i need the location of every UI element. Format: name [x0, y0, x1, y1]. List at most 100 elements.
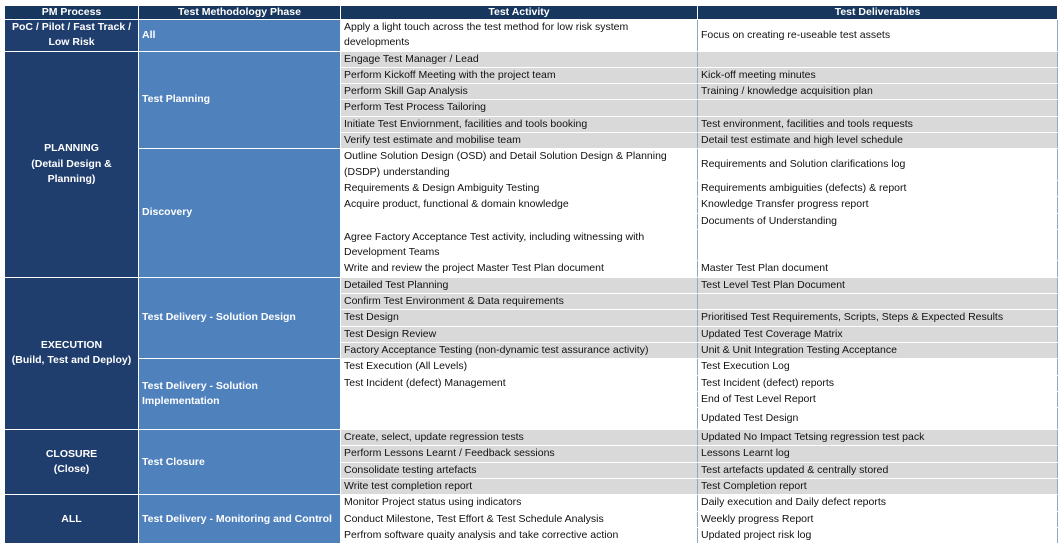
process-cell: PoC / Pilot / Fast Track / Low Risk	[4, 19, 139, 52]
deliverable-cell: Prioritised Test Requirements, Scripts, …	[697, 309, 1058, 327]
header-cell: Test Methodology Phase	[138, 5, 341, 20]
activity-cell: Perform Kickoff Meeting with the project…	[340, 66, 698, 85]
table-row: Conduct Milestone, Test Effort & Test Sc…	[5, 510, 1058, 528]
deliverable-cell: Lessons Learnt log	[697, 445, 1058, 463]
process-cell: ALL	[4, 494, 139, 544]
deliverable-cell: Documents of Understanding	[697, 212, 1058, 230]
activity-cell	[340, 390, 698, 409]
table-row: Documents of Understanding	[5, 212, 1058, 230]
activity-cell: Perform Skill Gap Analysis	[340, 83, 698, 101]
activity-cell	[340, 212, 698, 230]
deliverable-cell: Updated Test Coverage Matrix	[697, 325, 1058, 343]
deliverable-cell: Updated Test Design	[697, 407, 1058, 431]
deliverable-cell: End of Test Level Report	[697, 390, 1058, 409]
phase-cell: Test Planning	[138, 50, 341, 150]
header-cell: Test Deliverables	[697, 5, 1058, 20]
table-row: Updated Test Design	[5, 407, 1058, 431]
table-row: Write and review the project Master Test…	[5, 260, 1058, 278]
process-label: ALL	[61, 512, 82, 525]
table-row: Acquire product, functional & domain kno…	[5, 196, 1058, 214]
activity-cell: Write test completion report	[340, 478, 698, 496]
table-row: EXECUTION (Build, Test and Deploy) Test De…	[4, 276, 1058, 431]
deliverable-cell: Focus on creating re-useable test assets	[697, 19, 1058, 52]
deliverable-cell	[697, 293, 1058, 311]
activity-cell: Write and review the project Master Test…	[340, 260, 698, 278]
deliverable-cell: Unit & Unit Integration Testing Acceptan…	[697, 341, 1058, 360]
activity-cell: Test Execution (All Levels)	[340, 358, 698, 376]
table-row: ALL Test Delivery - Monitoring and Contro…	[4, 494, 1058, 544]
process-label: (Build, Test and Deploy)	[11, 354, 132, 367]
phase-cell: All	[138, 19, 341, 52]
table-row: Test Design Review Updated Test Coverage …	[5, 325, 1058, 343]
process-cell: CLOSURE (Close)	[4, 429, 139, 496]
header-row: PM Process Test Methodology Phase Test A…	[4, 5, 1058, 20]
deliverable-cell: Kick-off meeting minutes	[697, 66, 1058, 85]
activity-cell: Perform Test Process Tailoring	[340, 99, 698, 117]
table-row: Verify test estimate and mobilise team De…	[5, 132, 1058, 150]
process-label: CLOSURE	[45, 447, 98, 460]
table-row: Perform Lessons Learnt / Feedback sessio…	[5, 445, 1058, 463]
table-row: PoC / Pilot / Fast Track / Low Risk All Ap…	[4, 19, 1058, 52]
header-cell: Test Activity	[340, 5, 698, 20]
deliverable-cell: Test Completion report	[697, 478, 1058, 496]
activity-cell: Agree Factory Acceptance Test activity, …	[340, 228, 698, 262]
activity-cell: Requirements & Design Ambiguity Testing	[340, 179, 698, 198]
deliverable-cell: Test Level Test Plan Document	[697, 276, 1058, 295]
table-row: CLOSURE (Close) Test Closure Create, select…	[4, 429, 1058, 496]
table-row: Factory Acceptance Testing (non-dynamic …	[5, 341, 1058, 360]
activity-cell: Consolidate testing artefacts	[340, 461, 698, 480]
activity-cell: Outline Solution Design (OSD) and Detail…	[340, 148, 698, 181]
activity-cell: Initiate Test Enviornment, facilities an…	[340, 115, 698, 134]
process-cell: PLANNING (Detail Design & Planning)	[4, 50, 139, 278]
deliverable-cell	[697, 228, 1058, 262]
process-label: (Detail Design & Planning)	[31, 157, 112, 185]
deliverable-cell: Test artefacts updated & centrally store…	[697, 461, 1058, 480]
activity-cell: Detailed Test Planning	[340, 276, 698, 295]
table-row: Test Incident (defect) Management Test In…	[5, 374, 1058, 392]
activity-cell: Acquire product, functional & domain kno…	[340, 196, 698, 214]
table-row: End of Test Level Report	[5, 390, 1058, 409]
activity-cell: Test Incident (defect) Management	[340, 374, 698, 392]
phase-cell: Discovery	[138, 148, 341, 278]
table-row: PLANNING (Detail Design & Planning) Test P…	[4, 50, 1058, 278]
activity-cell: Factory Acceptance Testing (non-dynamic …	[340, 341, 698, 360]
table-row: Consolidate testing artefacts Test artefa…	[5, 461, 1058, 480]
deliverable-cell: Updated No Impact Tetsing regression tes…	[697, 429, 1058, 447]
activity-cell: Test Design	[340, 309, 698, 327]
phase-cell: Test Delivery - Solution Design	[138, 276, 341, 360]
deliverable-cell: Test environment, facilities and tools r…	[697, 115, 1058, 134]
table-row: Confirm Test Environment & Data requirem…	[5, 293, 1058, 311]
deliverable-cell: Requirements and Solution clarifications…	[697, 148, 1058, 181]
table-row: Requirements & Design Ambiguity Testing R…	[5, 179, 1058, 198]
table-row: Perform Test Process Tailoring	[5, 99, 1058, 117]
deliverable-cell: Master Test Plan document	[697, 260, 1058, 278]
activity-cell: Apply a light touch across the test meth…	[340, 19, 698, 52]
table-row: Perform Kickoff Meeting with the project…	[5, 66, 1058, 85]
methodology-table-wrap: PM Process Test Methodology Phase Test A…	[4, 5, 1058, 544]
table-row: Initiate Test Enviornment, facilities an…	[5, 115, 1058, 134]
process-label: (Close)	[53, 463, 90, 476]
activity-cell	[340, 407, 698, 431]
deliverable-cell: Knowledge Transfer progress report	[697, 196, 1058, 214]
methodology-table: PM Process Test Methodology Phase Test A…	[4, 5, 1058, 544]
activity-cell: Test Design Review	[340, 325, 698, 343]
deliverable-cell: Detail test estimate and high level sche…	[697, 132, 1058, 150]
activity-cell: Conduct Milestone, Test Effort & Test Sc…	[340, 510, 698, 528]
deliverable-cell: Requirements ambiguities (defects) & rep…	[697, 179, 1058, 198]
activity-cell: Monitor Project status using indicators	[340, 494, 698, 512]
table-row: Test Design Prioritised Test Requirements…	[5, 309, 1058, 327]
table-row: Perform Skill Gap Analysis Training / kno…	[5, 83, 1058, 101]
activity-cell: Perform Lessons Learnt / Feedback sessio…	[340, 445, 698, 463]
deliverable-cell: Training / knowledge acquisition plan	[697, 83, 1058, 101]
table-row: Write test completion report Test Complet…	[5, 478, 1058, 496]
activity-cell: Confirm Test Environment & Data requirem…	[340, 293, 698, 311]
process-label: PLANNING	[44, 142, 99, 155]
table-row: Discovery Outline Solution Design (OSD) a…	[5, 148, 1058, 278]
deliverable-cell: Test Incident (defect) reports	[697, 374, 1058, 392]
process-label: PoC / Pilot / Fast Track / Low Risk	[11, 21, 132, 49]
phase-cell: Test Closure	[138, 429, 341, 496]
deliverable-cell: Weekly progress Report	[697, 510, 1058, 528]
deliverable-cell: Daily execution and Daily defect reports	[697, 494, 1058, 512]
deliverable-cell: Updated project risk log	[697, 526, 1058, 544]
table-row: Test Delivery - Solution Implementation T…	[5, 358, 1058, 431]
